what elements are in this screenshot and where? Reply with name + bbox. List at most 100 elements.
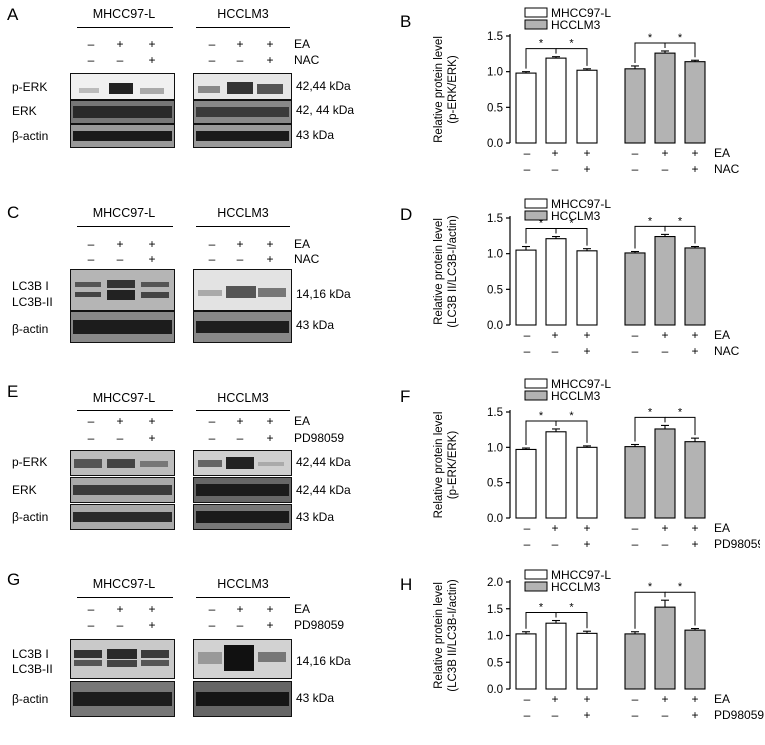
significance-bracket — [665, 591, 696, 626]
panel-label-a: A — [7, 5, 19, 24]
y-axis-label: (LC3B II/LC3B-I/actin) — [447, 579, 459, 692]
legend-label: MHCC97-L — [551, 568, 611, 582]
significance-bracket — [556, 612, 588, 629]
bar-chart: Relative protein level (p-ERK/ERK) 0.0 0.5 1… — [433, 377, 760, 551]
blot-label: LC3B-II — [12, 295, 53, 309]
ea-label: EA — [294, 414, 311, 428]
significance-star: * — [678, 581, 683, 593]
significance-bracket — [556, 48, 588, 66]
lane-sign: + — [691, 537, 698, 551]
y-tick-label: 1.0 — [487, 442, 503, 454]
header-line — [77, 410, 173, 412]
lane-sign: + — [148, 414, 156, 428]
western-blot-image — [70, 269, 175, 311]
lane-sign: – — [662, 708, 669, 722]
lane-sign: + — [583, 708, 590, 722]
lane-sign: + — [661, 521, 668, 535]
lane-sign: + — [583, 146, 590, 160]
lane-sign: – — [208, 602, 216, 616]
lane-sign: – — [524, 521, 531, 535]
y-tick-label: 0.0 — [487, 138, 503, 150]
lane-sign: + — [266, 237, 274, 251]
significance-star: * — [539, 38, 544, 50]
cell-line-mhcc97l: MHCC97-L — [92, 206, 156, 220]
lane-sign: – — [662, 537, 669, 551]
lane-sign: – — [116, 431, 124, 445]
western-blot-image — [70, 477, 175, 503]
bar — [576, 446, 598, 519]
significance-star: * — [648, 581, 653, 593]
bar — [654, 52, 676, 144]
lane-sign: – — [236, 431, 244, 445]
lane-sign: + — [551, 146, 558, 160]
blot-label: LC3B-II — [12, 662, 53, 676]
lane-sign: – — [632, 537, 639, 551]
significance-star: * — [678, 32, 683, 44]
lane-sign: – — [552, 708, 559, 722]
pd98059-label: PD98059 — [294, 618, 345, 632]
panel-label-g: G — [7, 570, 21, 589]
lane-sign: – — [662, 344, 669, 358]
cell-line-hcclm3: HCCLM3 — [217, 7, 269, 21]
bar — [624, 68, 646, 144]
significance-star: * — [648, 32, 653, 44]
lane-sign: + — [236, 37, 244, 51]
lane-sign: – — [87, 237, 95, 251]
legend-label: HCCLM3 — [551, 580, 601, 594]
lane-sign: + — [266, 53, 274, 67]
kda-label: 43 kDa — [296, 510, 335, 524]
lane-sign: + — [583, 537, 590, 551]
western-blot-image — [193, 311, 292, 343]
cell-line-mhcc97l: MHCC97-L — [92, 7, 156, 21]
treatment-label: NAC — [714, 344, 740, 358]
bar — [545, 431, 567, 519]
lane-sign: – — [208, 252, 216, 266]
y-tick-label: 0.5 — [487, 657, 503, 669]
y-tick-label: 0.0 — [487, 320, 503, 332]
panel-label-d: D — [400, 205, 413, 224]
lane-sign: – — [662, 162, 669, 176]
significance-bracket — [525, 612, 557, 629]
panel-label-c: C — [7, 203, 20, 222]
lane-sign: + — [266, 602, 274, 616]
lane-sign: – — [632, 708, 639, 722]
y-tick-label: 1.0 — [487, 67, 503, 79]
y-tick-label: 1.0 — [487, 249, 503, 261]
y-tick-label: 1.5 — [487, 604, 503, 616]
lane-sign: + — [691, 521, 698, 535]
lane-sign: – — [524, 692, 531, 706]
bar — [684, 61, 706, 144]
ea-label: EA — [294, 37, 311, 51]
lane-sign: – — [552, 537, 559, 551]
kda-label: 43 kDa — [296, 691, 335, 705]
lane-sign: – — [208, 53, 216, 67]
lane-sign: – — [87, 618, 95, 632]
y-tick-label: 1.5 — [487, 213, 503, 225]
western-blot-image — [193, 450, 292, 476]
lane-sign: + — [691, 692, 698, 706]
y-axis-label: Relative protein level — [433, 412, 445, 519]
legend-swatch — [524, 378, 548, 389]
nac-label: NAC — [294, 53, 320, 67]
bar — [654, 235, 676, 326]
y-tick-label: 1.5 — [487, 407, 503, 419]
y-axis-label: (LC3B II/LC3B-I/actin) — [447, 215, 459, 328]
y-tick-label: 0.5 — [487, 102, 503, 114]
lane-sign: + — [236, 602, 244, 616]
bar — [515, 448, 537, 519]
blot-label: ERK — [12, 483, 37, 497]
lane-sign: – — [552, 344, 559, 358]
bar — [684, 247, 706, 326]
western-blot-image — [70, 311, 175, 343]
lane-sign: + — [116, 602, 124, 616]
y-tick-label: 0.0 — [487, 684, 503, 696]
y-tick-label: 0.0 — [487, 513, 503, 525]
lane-sign: – — [87, 37, 95, 51]
lane-sign: + — [661, 692, 668, 706]
cell-line-hcclm3: HCCLM3 — [217, 391, 269, 405]
lane-sign: – — [87, 431, 95, 445]
header-line — [77, 27, 173, 29]
bar-chart: Relative protein level (LC3B II/LC3B-I/ac… — [433, 197, 740, 358]
lane-sign: – — [208, 618, 216, 632]
lane-sign: – — [632, 328, 639, 342]
